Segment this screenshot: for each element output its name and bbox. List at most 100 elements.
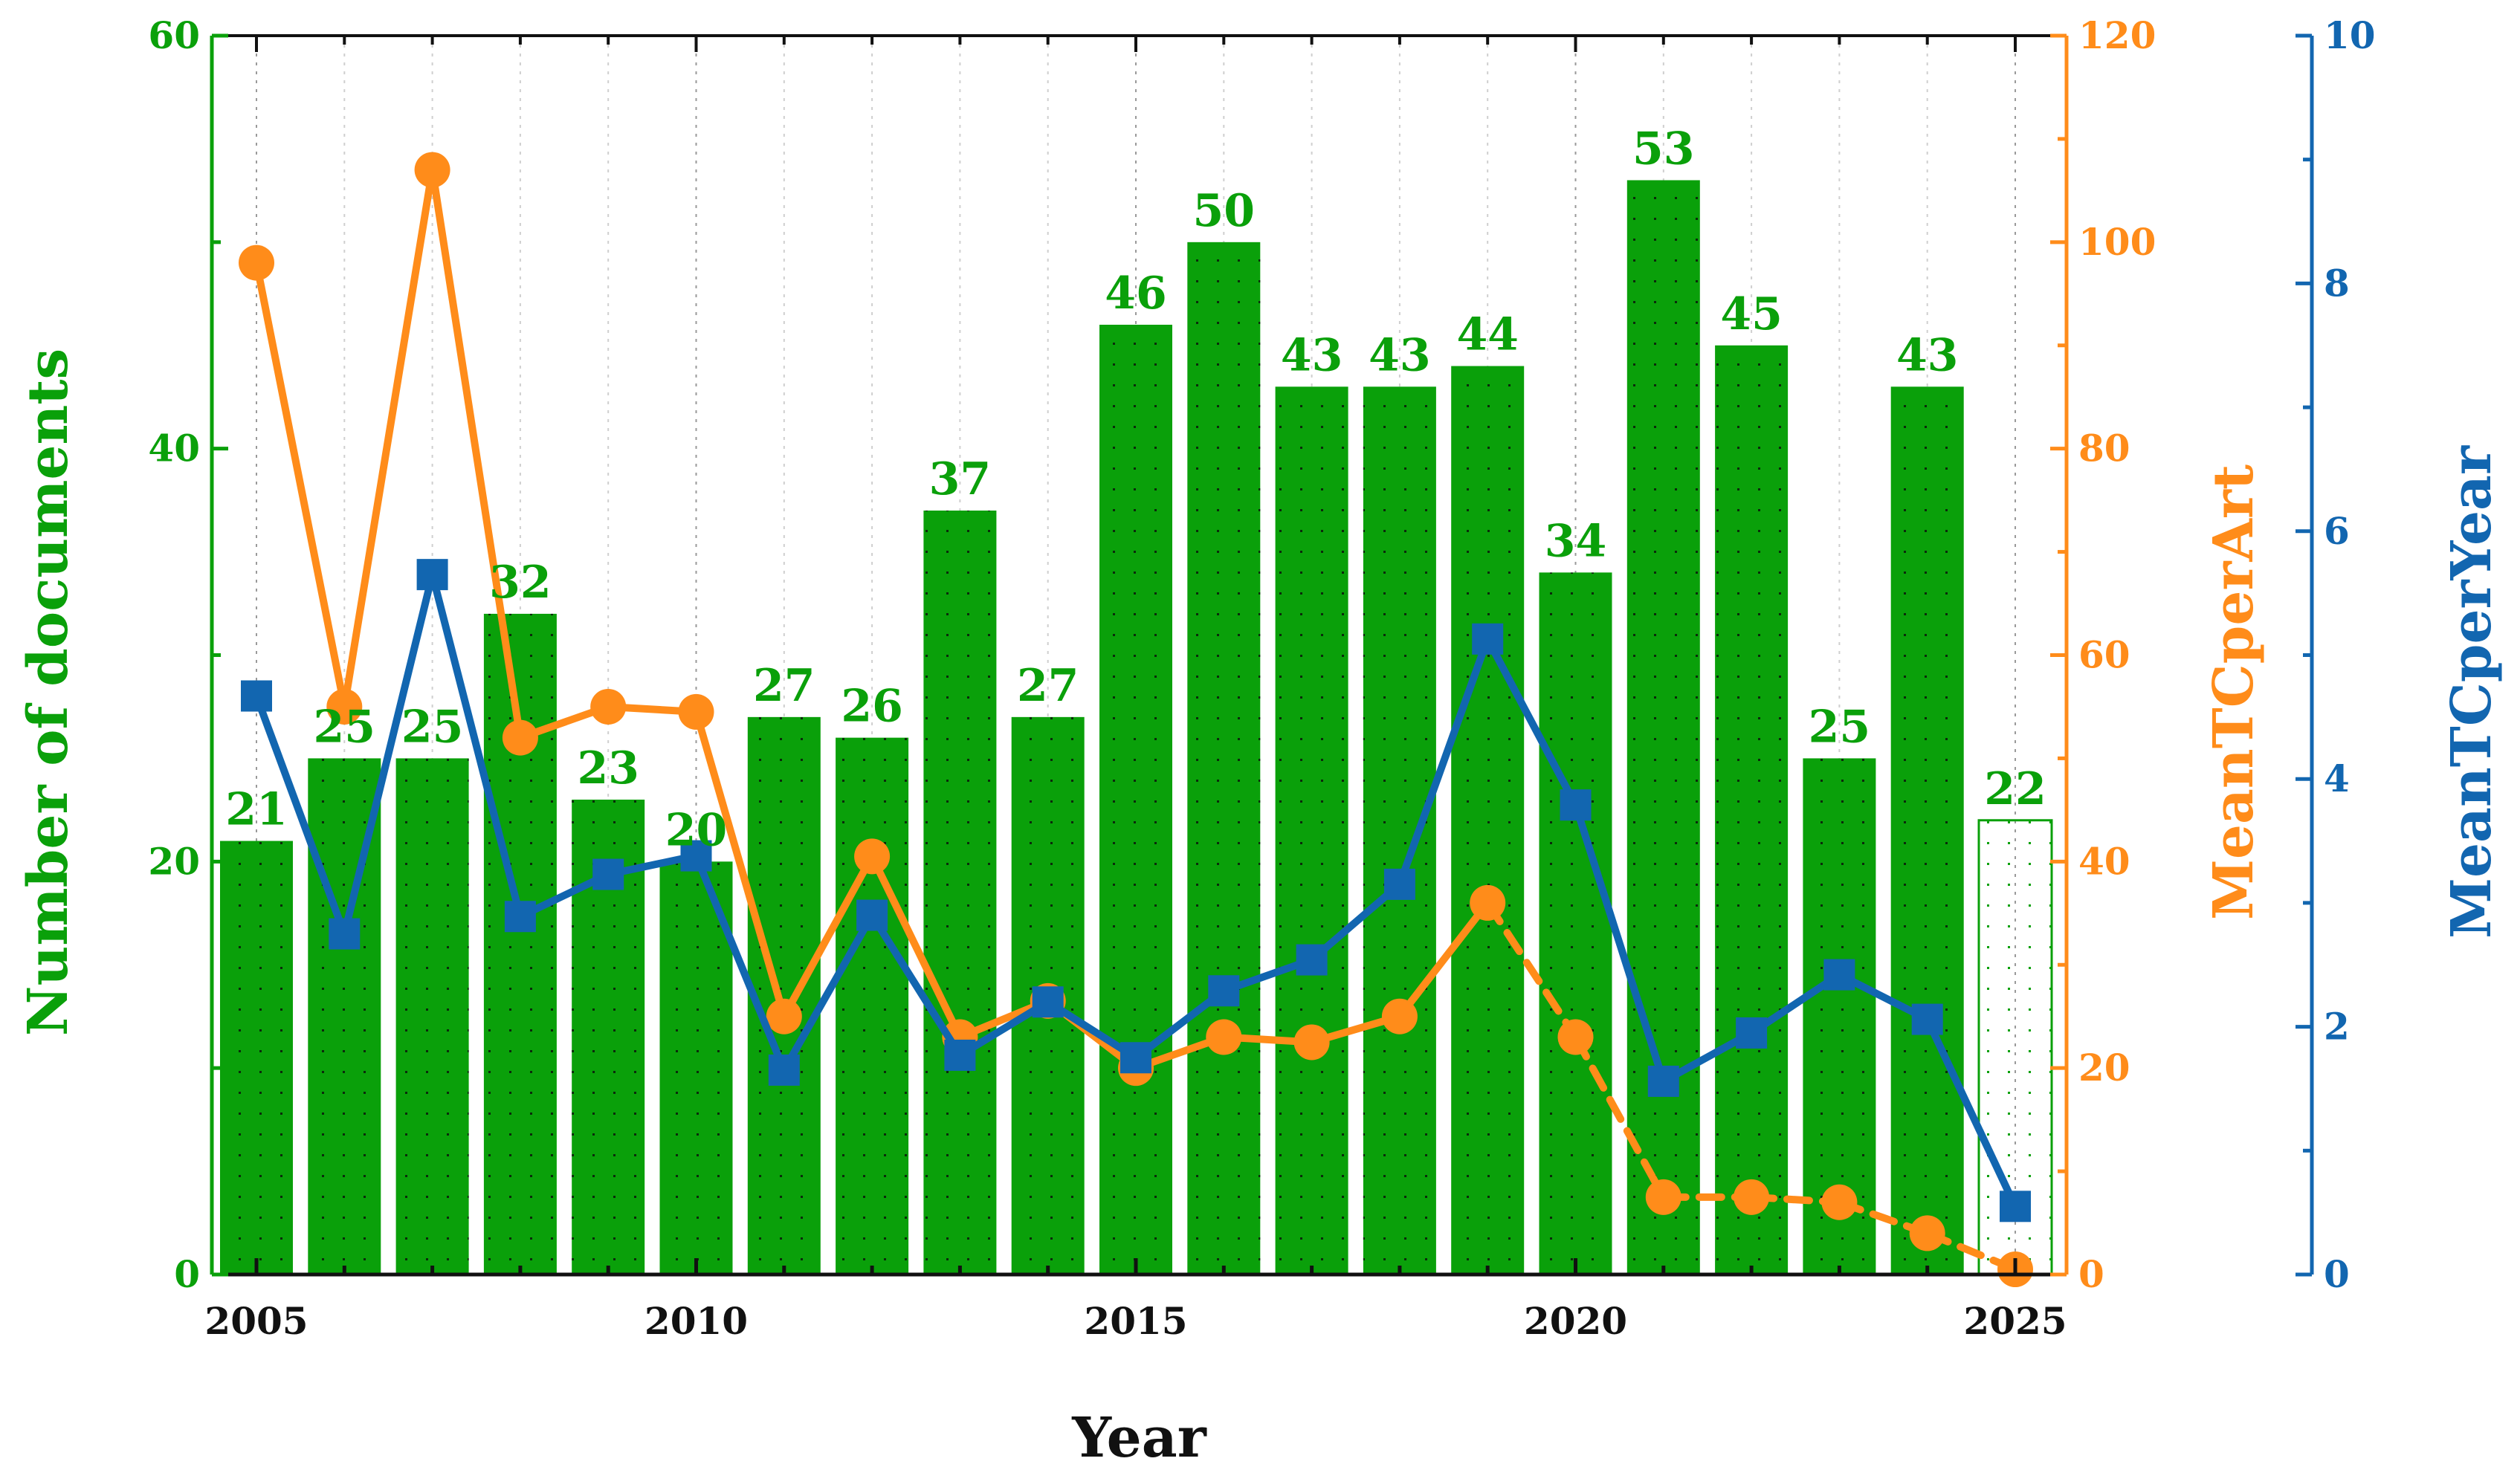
y3-tick-label: 6 (2324, 509, 2350, 553)
data-point (1647, 1065, 1679, 1097)
bar-texture (836, 737, 909, 1275)
bar-texture (395, 758, 469, 1275)
line-segment (1571, 801, 1667, 1085)
bar-texture (220, 841, 293, 1275)
y3-tick-label: 2 (2324, 1005, 2350, 1049)
bar-value-label: 27 (1017, 660, 1079, 712)
bar-value-label: 23 (577, 742, 639, 794)
line-segment (340, 571, 436, 938)
line-segment (253, 692, 349, 938)
bar-value-label: 50 (1193, 185, 1256, 237)
data-point (1911, 1003, 1943, 1035)
x-tick-label: 2010 (644, 1299, 748, 1343)
data-point (1296, 944, 1328, 976)
y-tick-label: 60 (148, 13, 200, 57)
data-point (1206, 1019, 1242, 1055)
y-tick-label: 40 (148, 427, 200, 470)
bar-texture (1275, 386, 1348, 1275)
data-point (590, 688, 627, 725)
line-segment (1571, 1033, 1667, 1201)
y2-tick-label: 60 (2078, 633, 2130, 677)
bar-value-label: 46 (1105, 268, 1167, 320)
data-point (414, 152, 450, 188)
bar-value-label: 25 (314, 701, 376, 753)
bar-value-label: 37 (929, 453, 992, 505)
data-point (1293, 1024, 1330, 1060)
data-point (416, 559, 448, 591)
bar-texture (1890, 386, 1964, 1275)
data-point (1470, 884, 1506, 921)
bar-value-label: 53 (1632, 123, 1695, 175)
bar-texture (923, 511, 997, 1275)
line-segment (1484, 635, 1580, 809)
y-axis-title-documents: Number of documents (16, 349, 80, 1036)
line-segment (1395, 898, 1492, 1020)
bar-value-label: 32 (489, 557, 552, 609)
bar-texture (1099, 324, 1172, 1275)
data-point (504, 901, 536, 933)
line-segment (692, 707, 788, 1020)
y2-tick-label: 80 (2078, 427, 2130, 470)
y2-tick-label: 20 (2078, 1046, 2130, 1089)
data-point (1736, 1017, 1768, 1049)
data-point (854, 838, 891, 875)
data-point (592, 858, 624, 890)
data-point (241, 680, 272, 712)
y2-tick-label: 0 (2078, 1252, 2104, 1296)
y2-tick-label: 40 (2078, 839, 2130, 883)
line-segment (868, 911, 964, 1059)
bar-texture (747, 716, 821, 1275)
y-tick-label: 20 (148, 839, 200, 883)
y2-tick-label: 100 (2078, 220, 2156, 264)
data-point (1909, 1215, 1945, 1251)
x-tick-label: 2020 (1524, 1299, 1627, 1343)
bar-texture (659, 861, 733, 1275)
data-point (1032, 986, 1064, 1018)
line-segment (780, 911, 876, 1074)
x-tick-label: 2005 (204, 1299, 308, 1343)
bar-value-label: 43 (1281, 329, 1343, 381)
data-point (1823, 959, 1855, 991)
data-point (1120, 1042, 1151, 1074)
bar-texture (483, 613, 557, 1275)
line-segment (340, 166, 436, 710)
bars (220, 180, 2053, 1276)
data-point (1821, 1184, 1858, 1220)
line-segment (780, 852, 876, 1020)
bar-texture (1451, 366, 1525, 1275)
y-axis-title-meantcperart: MeanTCperArt (2202, 464, 2266, 920)
bar-value-label: 25 (401, 701, 464, 753)
y3-tick-label: 0 (2324, 1252, 2350, 1296)
bar-value-label: 20 (665, 804, 728, 856)
line-segment (253, 259, 349, 710)
data-point (856, 899, 888, 931)
data-point (1381, 998, 1418, 1034)
bar-value-label: 22 (1984, 763, 2046, 815)
bar-value-label: 43 (1896, 329, 1959, 381)
data-point (680, 840, 712, 872)
y3-tick-label: 8 (2324, 261, 2350, 305)
line-segment (1923, 1015, 2019, 1211)
y2-tick-label: 120 (2078, 13, 2156, 57)
bar-value-label: 45 (1720, 288, 1783, 340)
x-tick-label: 2015 (1084, 1299, 1187, 1343)
data-point (2000, 1191, 2031, 1222)
line-segment (1484, 898, 1580, 1041)
y3-tick-label: 10 (2324, 13, 2376, 57)
bar-value-label: 44 (1456, 309, 1519, 361)
data-point (329, 918, 361, 950)
data-point (766, 998, 802, 1034)
line-segment (692, 852, 788, 1074)
line-segment (428, 166, 524, 742)
data-point (1383, 868, 1415, 900)
bar-value-label: 25 (1809, 701, 1871, 753)
bar-texture (1626, 180, 1700, 1275)
bar-texture (1187, 242, 1261, 1275)
bar-texture (1715, 345, 1789, 1275)
data-point (326, 688, 363, 725)
data-point (1560, 789, 1592, 821)
data-point (944, 1039, 976, 1071)
bar-texture (1363, 386, 1436, 1275)
data-point (1472, 623, 1504, 655)
